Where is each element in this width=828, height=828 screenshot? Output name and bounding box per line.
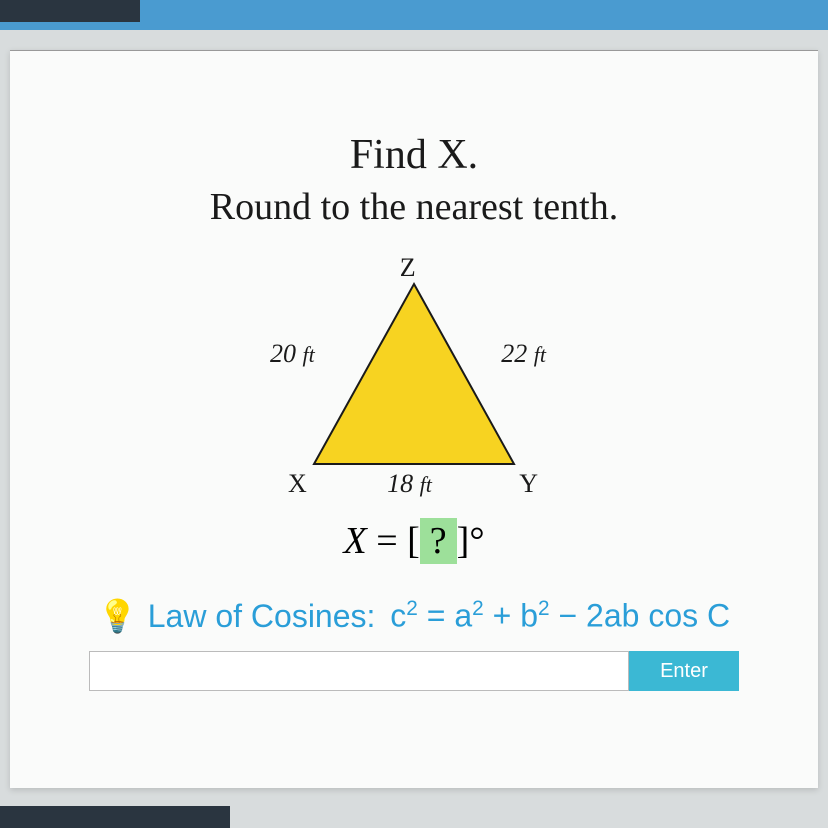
side-zx-unit: ft bbox=[303, 342, 315, 367]
answer-box: ? bbox=[420, 518, 457, 564]
vertex-z-label: Z bbox=[400, 253, 416, 283]
content-area: Find X. Round to the nearest tenth. Z X … bbox=[10, 51, 818, 691]
input-row: Enter bbox=[10, 651, 818, 691]
content-window: Find X. Round to the nearest tenth. Z X … bbox=[10, 50, 818, 788]
hint-formula: c2 = a2 + b2 − 2ab cos C bbox=[381, 597, 730, 635]
eq-bracket-open: [ bbox=[407, 520, 420, 562]
hint-label: Law of Cosines: bbox=[148, 598, 376, 635]
answer-input[interactable] bbox=[89, 651, 629, 691]
triangle-shape bbox=[304, 279, 524, 469]
side-xy-value: 18 bbox=[387, 469, 413, 498]
vertex-x-label: X bbox=[288, 469, 307, 499]
eq-bracket-close: ] bbox=[457, 520, 470, 562]
side-zy-value: 22 bbox=[501, 339, 527, 368]
triangle-polygon bbox=[314, 284, 514, 464]
vertex-y-label: Y bbox=[519, 469, 538, 499]
triangle-diagram: Z X Y 20 ft 22 ft 18 ft bbox=[264, 259, 564, 499]
enter-button[interactable]: Enter bbox=[629, 651, 739, 691]
title: Find X. bbox=[10, 131, 818, 179]
side-zy-label: 22 ft bbox=[501, 339, 546, 369]
eq-equals: = bbox=[376, 520, 397, 562]
hint-row: 💡 Law of Cosines: c2 = a2 + b2 − 2ab cos… bbox=[10, 597, 818, 635]
eq-lhs: X bbox=[343, 520, 366, 562]
header-dark-segment bbox=[0, 0, 140, 22]
footer-dark-segment bbox=[0, 806, 230, 828]
eq-degree: ° bbox=[469, 520, 484, 562]
side-xy-unit: ft bbox=[420, 472, 432, 497]
bulb-icon: 💡 bbox=[98, 597, 138, 635]
equation: X = [?]° bbox=[10, 519, 818, 563]
side-zx-label: 20 ft bbox=[270, 339, 315, 369]
side-xy-label: 18 ft bbox=[387, 469, 432, 499]
side-zy-unit: ft bbox=[534, 342, 546, 367]
subtitle: Round to the nearest tenth. bbox=[10, 185, 818, 229]
side-zx-value: 20 bbox=[270, 339, 296, 368]
